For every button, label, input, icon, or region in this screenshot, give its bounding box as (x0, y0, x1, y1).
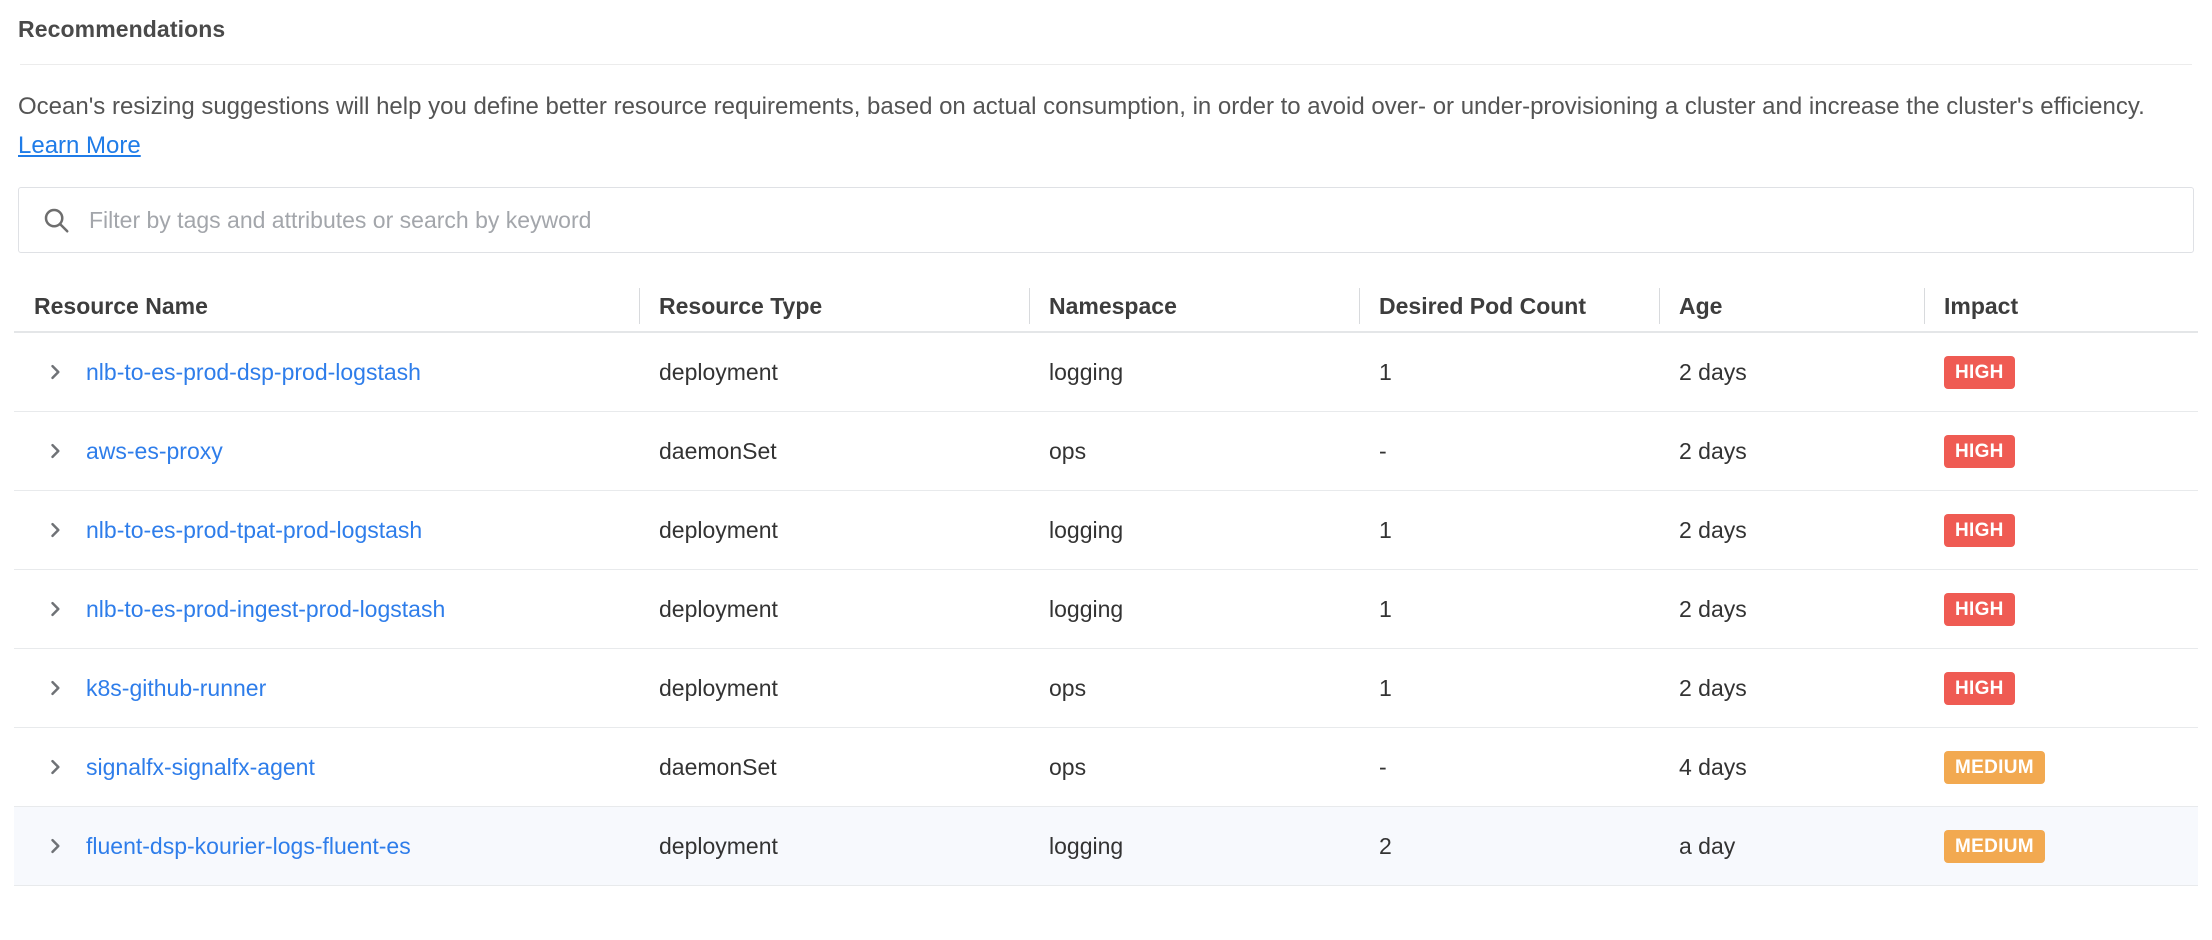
cell-resource-name: signalfx-signalfx-agent (14, 728, 639, 806)
status-badge: HIGH (1944, 592, 2015, 626)
cell-desired-pod-count: 1 (1379, 674, 1392, 701)
table-row[interactable]: nlb-to-es-prod-tpat-prod-logstash deploym… (14, 491, 2198, 570)
cell-namespace: ops (1049, 674, 1087, 701)
status-badge: HIGH (1944, 671, 2015, 705)
cell-desired-pod-count: 1 (1379, 595, 1392, 622)
chevron-right-icon[interactable] (36, 599, 74, 619)
chevron-right-icon[interactable] (36, 520, 74, 540)
cell-impact: HIGH (1924, 333, 2198, 411)
page-title: Recommendations (18, 16, 226, 42)
cell-desired-pod-count: - (1379, 437, 1387, 464)
status-badge: HIGH (1944, 434, 2015, 468)
table-body: nlb-to-es-prod-dsp-prod-logstash deployme… (14, 333, 2198, 886)
cell-desired-pod-count: 1 (1379, 516, 1392, 543)
chevron-right-icon[interactable] (36, 362, 74, 382)
chevron-right-icon[interactable] (36, 836, 74, 856)
cell-age: 4 days (1679, 753, 1747, 780)
cell-resource-name: fluent-dsp-kourier-logs-fluent-es (14, 807, 639, 885)
cell-impact: HIGH (1924, 649, 2198, 727)
column-header-namespace[interactable]: Namespace (1029, 288, 1359, 324)
status-badge: HIGH (1944, 355, 2015, 389)
cell-resource-type: daemonSet (659, 753, 777, 780)
search-icon (39, 203, 73, 237)
cell-resource-type: deployment (659, 358, 778, 385)
resource-name-link[interactable]: nlb-to-es-prod-ingest-prod-logstash (86, 595, 446, 622)
resource-name-link[interactable]: nlb-to-es-prod-dsp-prod-logstash (86, 358, 421, 385)
cell-resource-type: daemonSet (659, 437, 777, 464)
cell-resource-name: aws-es-proxy (14, 412, 639, 490)
cell-desired-pod-count: 1 (1379, 358, 1392, 385)
cell-age: 2 days (1679, 595, 1747, 622)
resource-name-link[interactable]: k8s-github-runner (86, 674, 267, 701)
cell-namespace: ops (1049, 437, 1087, 464)
table-row[interactable]: fluent-dsp-kourier-logs-fluent-es deploym… (14, 807, 2198, 886)
resource-name-link[interactable]: nlb-to-es-prod-tpat-prod-logstash (86, 516, 423, 543)
column-header-age[interactable]: Age (1659, 288, 1924, 324)
table-row[interactable]: k8s-github-runner deployment ops 1 2 days HIG… (14, 649, 2198, 728)
cell-resource-name: nlb-to-es-prod-ingest-prod-logstash (14, 570, 639, 648)
cell-impact: HIGH (1924, 570, 2198, 648)
resource-name-link[interactable]: aws-es-proxy (86, 437, 223, 464)
cell-age: a day (1679, 832, 1736, 859)
cell-age: 2 days (1679, 516, 1747, 543)
cell-namespace: logging (1049, 516, 1124, 543)
resource-name-link[interactable]: signalfx-signalfx-agent (86, 753, 315, 780)
table-row[interactable]: signalfx-signalfx-agent daemonSet ops - 4 da… (14, 728, 2198, 807)
status-badge: MEDIUM (1944, 829, 2045, 863)
cell-age: 2 days (1679, 358, 1747, 385)
cell-resource-name: k8s-github-runner (14, 649, 639, 727)
cell-desired-pod-count: - (1379, 753, 1387, 780)
chevron-right-icon[interactable] (36, 757, 74, 777)
cell-impact: HIGH (1924, 491, 2198, 569)
chevron-right-icon[interactable] (36, 441, 74, 461)
search-input[interactable] (87, 188, 2173, 252)
cell-namespace: ops (1049, 753, 1087, 780)
status-badge: MEDIUM (1944, 750, 2045, 784)
table-row[interactable]: aws-es-proxy daemonSet ops - 2 days HIGH (14, 412, 2198, 491)
cell-impact: HIGH (1924, 412, 2198, 490)
description-text: Ocean's resizing suggestions will help y… (18, 93, 2145, 120)
cell-namespace: logging (1049, 358, 1124, 385)
table-row[interactable]: nlb-to-es-prod-ingest-prod-logstash deplo… (14, 570, 2198, 649)
status-badge: HIGH (1944, 513, 2015, 547)
cell-desired-pod-count: 2 (1379, 832, 1392, 859)
column-header-impact[interactable]: Impact (1924, 288, 2198, 324)
cell-resource-type: deployment (659, 595, 778, 622)
table-row[interactable]: nlb-to-es-prod-dsp-prod-logstash deployme… (14, 333, 2198, 412)
cell-namespace: logging (1049, 595, 1124, 622)
chevron-right-icon[interactable] (36, 678, 74, 698)
recommendations-table: Resource Name Resource Type Namespace De… (14, 281, 2198, 886)
cell-age: 2 days (1679, 437, 1747, 464)
panel-description: Ocean's resizing suggestions will help y… (0, 65, 2200, 165)
column-header-desired-pod-count[interactable]: Desired Pod Count (1359, 288, 1659, 324)
title-divider (20, 64, 2192, 65)
cell-namespace: logging (1049, 832, 1124, 859)
learn-more-link[interactable]: Learn More (18, 132, 141, 159)
cell-resource-type: deployment (659, 832, 778, 859)
table-header-row: Resource Name Resource Type Namespace De… (14, 281, 2198, 333)
column-header-resource-name[interactable]: Resource Name (34, 292, 208, 319)
cell-resource-type: deployment (659, 674, 778, 701)
cell-resource-name: nlb-to-es-prod-tpat-prod-logstash (14, 491, 639, 569)
cell-resource-name: nlb-to-es-prod-dsp-prod-logstash (14, 333, 639, 411)
column-header-resource-type[interactable]: Resource Type (639, 288, 1029, 324)
resource-name-link[interactable]: fluent-dsp-kourier-logs-fluent-es (86, 832, 411, 859)
cell-impact: MEDIUM (1924, 807, 2198, 885)
cell-impact: MEDIUM (1924, 728, 2198, 806)
cell-resource-type: deployment (659, 516, 778, 543)
cell-age: 2 days (1679, 674, 1747, 701)
search-bar[interactable] (18, 187, 2194, 253)
